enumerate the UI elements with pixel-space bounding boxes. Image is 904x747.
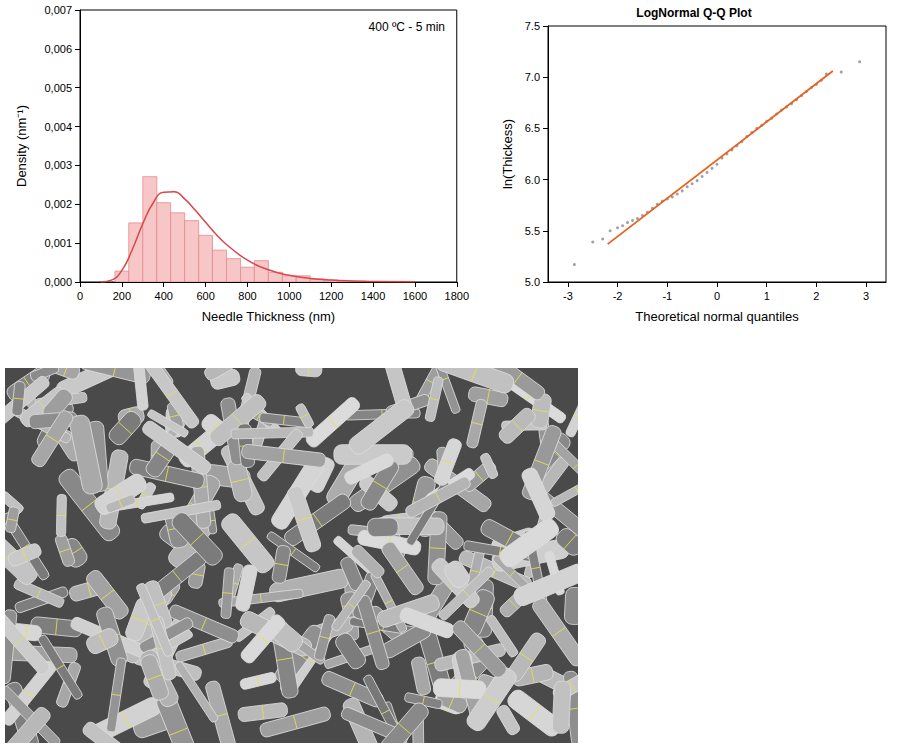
svg-text:Needle Thickness (nm): Needle Thickness (nm) [202, 309, 335, 324]
svg-text:LogNormal Q-Q Plot: LogNormal Q-Q Plot [636, 6, 751, 20]
svg-text:200: 200 [113, 290, 131, 302]
svg-text:0: 0 [714, 290, 720, 302]
svg-text:6.0: 6.0 [525, 174, 540, 186]
svg-text:5.0: 5.0 [525, 276, 540, 288]
svg-text:400 ºC - 5 min: 400 ºC - 5 min [369, 20, 445, 34]
svg-text:1: 1 [764, 290, 770, 302]
svg-text:1000: 1000 [277, 290, 301, 302]
svg-text:Theoretical normal quantiles: Theoretical normal quantiles [635, 309, 799, 324]
svg-text:0,005: 0,005 [44, 82, 72, 94]
svg-text:1400: 1400 [361, 290, 385, 302]
svg-text:7.0: 7.0 [525, 71, 540, 83]
svg-text:0,003: 0,003 [44, 159, 72, 171]
svg-text:0,001: 0,001 [44, 237, 72, 249]
svg-text:600: 600 [196, 290, 214, 302]
svg-text:800: 800 [238, 290, 256, 302]
svg-text:-1: -1 [662, 290, 672, 302]
svg-text:400: 400 [155, 290, 173, 302]
svg-text:1600: 1600 [403, 290, 427, 302]
svg-text:0,006: 0,006 [44, 43, 72, 55]
svg-text:3: 3 [863, 290, 869, 302]
svg-text:7.5: 7.5 [525, 20, 540, 32]
svg-text:0,004: 0,004 [44, 121, 72, 133]
svg-text:1800: 1800 [445, 290, 469, 302]
svg-text:0,000: 0,000 [44, 276, 72, 288]
svg-text:ln(Thickess): ln(Thickess) [500, 119, 515, 189]
svg-text:-3: -3 [563, 290, 573, 302]
svg-text:1200: 1200 [319, 290, 343, 302]
svg-text:0: 0 [77, 290, 83, 302]
svg-text:Density (nm⁻¹): Density (nm⁻¹) [14, 105, 29, 187]
svg-text:0,002: 0,002 [44, 198, 72, 210]
svg-text:2: 2 [813, 290, 819, 302]
svg-text:0,007: 0,007 [44, 4, 72, 16]
svg-text:5.5: 5.5 [525, 225, 540, 237]
svg-text:-2: -2 [613, 290, 623, 302]
svg-text:6.5: 6.5 [525, 122, 540, 134]
